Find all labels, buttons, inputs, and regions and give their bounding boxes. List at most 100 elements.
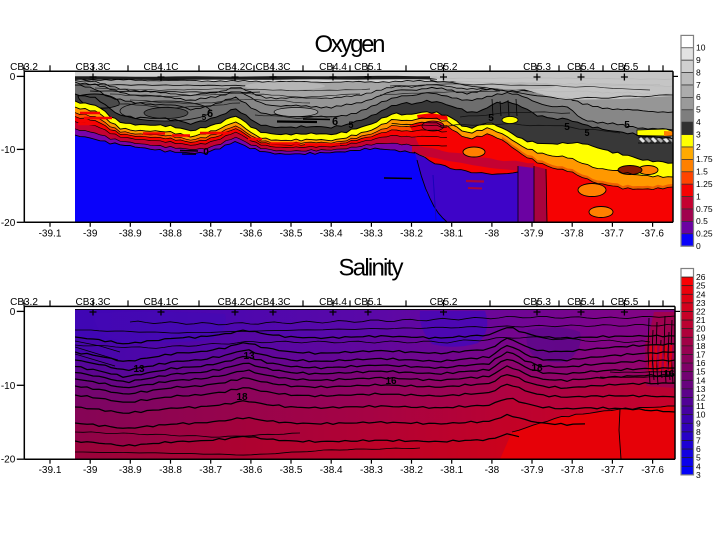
svg-text:CB5.4: CB5.4 (567, 62, 595, 73)
svg-text:-38.1: -38.1 (440, 465, 463, 476)
svg-text:-39: -39 (83, 228, 98, 239)
svg-text:6: 6 (207, 108, 213, 120)
svg-text:-38.5: -38.5 (280, 228, 303, 239)
svg-text:CB4.2C: CB4.2C (217, 62, 252, 73)
svg-text:20: 20 (696, 324, 706, 334)
svg-text:23: 23 (696, 298, 706, 308)
svg-text:15: 15 (696, 367, 706, 377)
svg-text:-38.9: -38.9 (119, 228, 142, 239)
svg-text:1.5: 1.5 (696, 167, 708, 177)
svg-text:CB3.3C: CB3.3C (75, 62, 110, 73)
svg-text:-38.8: -38.8 (159, 465, 182, 476)
svg-text:25: 25 (696, 281, 706, 291)
svg-text:9: 9 (696, 55, 701, 65)
svg-text:13: 13 (243, 351, 255, 362)
svg-text:-38.8: -38.8 (159, 228, 182, 239)
svg-text:-20: -20 (1, 218, 16, 229)
svg-text:3: 3 (696, 470, 701, 480)
svg-text:CB5.5: CB5.5 (611, 297, 639, 308)
svg-text:5: 5 (348, 120, 353, 130)
svg-text:CB4.2C: CB4.2C (217, 297, 252, 308)
svg-text:-10: -10 (1, 145, 16, 156)
svg-text:-38.2: -38.2 (400, 465, 423, 476)
svg-text:CB5.3: CB5.3 (523, 297, 551, 308)
svg-text:0.25: 0.25 (696, 229, 713, 239)
svg-text:-38.2: -38.2 (400, 228, 423, 239)
svg-text:1: 1 (696, 191, 701, 201)
svg-text:-37.6: -37.6 (641, 228, 664, 239)
svg-text:CB4.4: CB4.4 (319, 297, 347, 308)
svg-text:16: 16 (385, 376, 397, 387)
svg-text:-37.9: -37.9 (521, 228, 544, 239)
svg-text:-38: -38 (485, 228, 500, 239)
svg-text:12: 12 (696, 393, 706, 403)
svg-text:CB5.2: CB5.2 (430, 297, 458, 308)
svg-text:22: 22 (696, 307, 706, 317)
svg-text:18: 18 (236, 392, 248, 403)
svg-text:CB4.1C: CB4.1C (143, 62, 178, 73)
svg-text:2: 2 (696, 142, 701, 152)
svg-text:-38.4: -38.4 (320, 228, 343, 239)
svg-text:5: 5 (696, 105, 701, 115)
svg-text:10: 10 (696, 43, 706, 53)
svg-text:0: 0 (696, 241, 701, 251)
svg-text:-39.1: -39.1 (39, 465, 62, 476)
svg-text:-10: -10 (1, 381, 16, 392)
svg-text:-38.3: -38.3 (360, 465, 383, 476)
svg-text:CB5.1: CB5.1 (354, 62, 382, 73)
svg-text:-39.1: -39.1 (39, 228, 62, 239)
svg-text:CB5.1: CB5.1 (354, 297, 382, 308)
svg-text:Salinity: Salinity (339, 255, 404, 282)
svg-text:CB3.3C: CB3.3C (75, 297, 110, 308)
svg-text:13: 13 (133, 364, 145, 375)
svg-text:-39: -39 (83, 465, 98, 476)
svg-text:5: 5 (624, 120, 630, 131)
svg-text:26: 26 (696, 272, 706, 282)
svg-text:13: 13 (696, 384, 706, 394)
svg-text:CB4.3C: CB4.3C (255, 297, 290, 308)
svg-text:4: 4 (696, 117, 701, 127)
svg-text:CB5.2: CB5.2 (430, 62, 458, 73)
svg-text:1.75: 1.75 (696, 154, 713, 164)
svg-text:CB5.5: CB5.5 (611, 62, 639, 73)
svg-text:17: 17 (696, 350, 706, 360)
svg-text:CB5.4: CB5.4 (567, 297, 595, 308)
svg-text:9: 9 (696, 418, 701, 428)
svg-text:-37.7: -37.7 (601, 228, 624, 239)
svg-text:3: 3 (696, 129, 701, 139)
svg-text:-38.9: -38.9 (119, 465, 142, 476)
svg-text:18: 18 (696, 341, 706, 351)
svg-text:18: 18 (531, 363, 543, 374)
svg-text:16: 16 (663, 369, 675, 380)
svg-text:CB3.2: CB3.2 (10, 297, 38, 308)
svg-text:-38.4: -38.4 (320, 465, 343, 476)
svg-text:7: 7 (696, 436, 701, 446)
svg-text:CB5.3: CB5.3 (523, 62, 551, 73)
svg-text:-37.7: -37.7 (601, 465, 624, 476)
svg-text:-38: -38 (485, 465, 500, 476)
svg-text:0: 0 (10, 307, 16, 318)
svg-text:CB4.3C: CB4.3C (255, 62, 290, 73)
svg-text:5: 5 (696, 453, 701, 463)
svg-text:-38.3: -38.3 (360, 228, 383, 239)
svg-text:16: 16 (696, 358, 706, 368)
svg-text:6: 6 (696, 444, 701, 454)
svg-text:5: 5 (202, 113, 207, 122)
svg-text:4: 4 (696, 461, 701, 471)
svg-text:19: 19 (696, 332, 706, 342)
svg-text:5: 5 (584, 128, 589, 138)
svg-text:1.25: 1.25 (696, 179, 713, 189)
svg-text:CB4.4: CB4.4 (319, 62, 347, 73)
svg-text:10: 10 (696, 410, 706, 420)
svg-text:-37.9: -37.9 (521, 465, 544, 476)
svg-text:0: 0 (203, 147, 209, 158)
svg-text:CB3.2: CB3.2 (10, 62, 38, 73)
svg-text:14: 14 (696, 375, 706, 385)
svg-text:-38.1: -38.1 (440, 228, 463, 239)
svg-text:8: 8 (696, 427, 701, 437)
svg-text:-20: -20 (1, 455, 16, 466)
svg-text:6: 6 (332, 116, 338, 128)
svg-text:0: 0 (10, 72, 16, 83)
svg-text:0.5: 0.5 (696, 216, 708, 226)
svg-text:-38.7: -38.7 (199, 228, 222, 239)
